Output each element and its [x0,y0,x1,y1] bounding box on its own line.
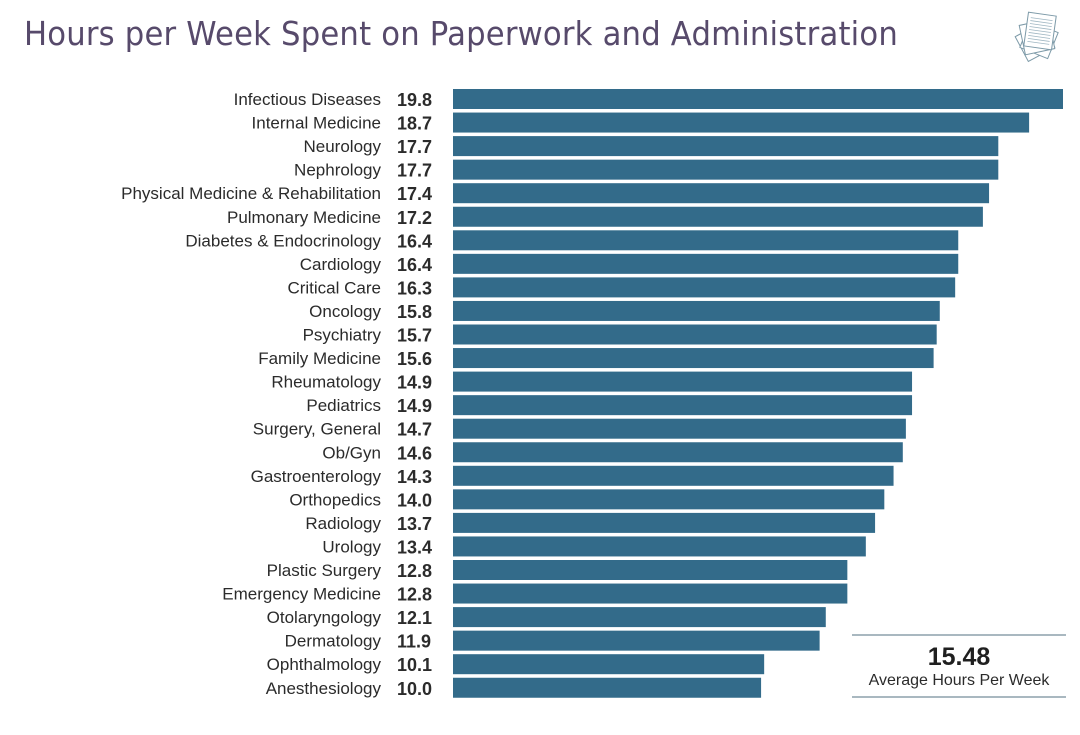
value-label: 12.8 [397,585,432,605]
bar [453,89,1063,109]
bar [453,465,894,486]
average-value: 15.48 [927,643,991,671]
category-label: Dermatology [285,632,382,651]
category-label: Surgery, General [253,420,381,439]
bar [453,560,848,580]
category-label: Oncology [309,302,381,321]
category-label: Physical Medicine & Rehabilitation [121,184,381,203]
value-label: 19.8 [397,90,432,110]
value-label: 15.8 [397,302,432,322]
category-label: Psychiatry [303,326,382,345]
bar [453,253,959,274]
category-label: Internal Medicine [252,114,381,133]
value-label: 15.6 [397,349,432,369]
bar [453,136,999,157]
bar [453,583,848,604]
bar [453,512,876,533]
category-label: Ob/Gyn [322,443,381,462]
value-label: 13.4 [397,537,432,557]
bar [453,230,959,251]
bar [453,442,903,463]
bar [453,607,826,628]
category-label: Emergency Medicine [222,585,381,604]
bar [453,536,866,557]
value-label: 17.7 [397,137,432,157]
category-label: Anesthesiology [266,679,382,698]
category-label: Family Medicine [258,349,381,368]
value-label: 13.7 [397,514,432,534]
bar [453,418,906,439]
bar [453,300,940,321]
value-label: 16.4 [397,255,432,275]
category-label: Nephrology [294,161,381,180]
bar [453,277,956,298]
category-label: Plastic Surgery [267,561,382,580]
value-label: 10.1 [397,655,432,675]
value-label: 12.1 [397,608,432,628]
bar [453,348,934,369]
category-label: Otolaryngology [267,608,382,627]
bar [453,630,820,651]
bar [453,159,999,180]
value-label: 17.4 [397,184,432,204]
paperwork-stack-icon [1014,11,1059,63]
chart-title: Hours per Week Spent on Paperwork and Ad… [24,14,898,53]
bar [453,677,762,698]
value-label: 14.0 [397,490,432,510]
value-label: 14.6 [397,443,432,463]
bar [453,324,937,345]
category-label: Orthopedics [289,490,381,509]
value-label: 14.9 [397,373,432,393]
value-label: 16.3 [397,278,432,298]
category-label: Pediatrics [306,396,381,415]
category-label: Diabetes & Endocrinology [185,231,381,250]
bar [453,112,1030,133]
value-label: 11.9 [397,632,431,652]
category-label: Radiology [305,514,381,533]
category-label: Pulmonary Medicine [227,208,381,227]
value-label: 14.9 [397,396,432,416]
bar [453,654,765,675]
bar [453,395,913,416]
category-label: Urology [322,537,381,556]
value-label: 18.7 [397,114,432,134]
category-label: Ophthalmology [267,655,382,674]
value-label: 14.7 [397,420,432,440]
value-label: 14.3 [397,467,432,487]
bar [453,371,913,392]
value-label: 10.0 [397,679,432,699]
average-label: Average Hours Per Week [868,672,1050,689]
category-label: Cardiology [300,255,382,274]
bar [453,489,885,510]
bar [453,183,990,204]
value-label: 17.7 [397,161,432,181]
value-label: 17.2 [397,208,432,228]
value-label: 16.4 [397,231,432,251]
category-label: Rheumatology [271,373,381,392]
average-summary: 15.48 Average Hours Per Week [852,634,1066,698]
value-label: 12.8 [397,561,432,581]
category-label: Neurology [304,137,382,156]
value-label: 15.7 [397,326,432,346]
category-label: Gastroenterology [251,467,382,486]
category-label: Critical Care [287,278,381,297]
bar [453,206,983,227]
category-label: Infectious Diseases [234,90,381,109]
